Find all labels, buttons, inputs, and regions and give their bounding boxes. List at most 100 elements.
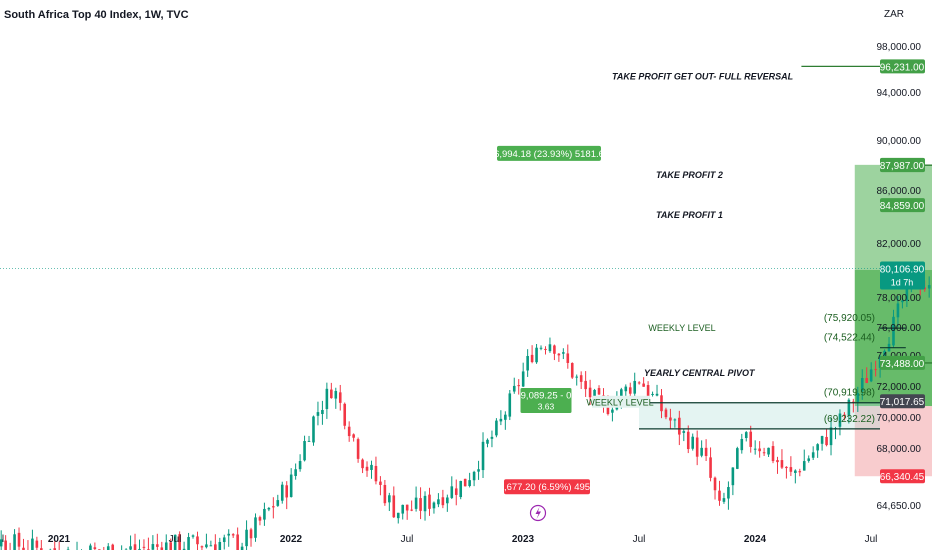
candle-body <box>611 409 614 413</box>
candle-body <box>129 546 132 550</box>
candle-body <box>606 403 610 415</box>
candle-body <box>544 348 547 350</box>
level-tag-1: 96,231.00 <box>880 59 925 74</box>
level-tag-2-text: 87,987.00 <box>880 161 925 172</box>
candle-body <box>138 548 141 550</box>
candle-body <box>13 534 16 550</box>
candle-body <box>182 548 186 550</box>
candle-body <box>173 534 177 550</box>
candle-body <box>575 376 579 378</box>
candle-body <box>330 389 333 399</box>
candle-body <box>722 498 726 502</box>
candle-body <box>624 386 628 392</box>
candle-body <box>869 369 873 382</box>
price-tick-label: 78,000.00 <box>877 293 922 304</box>
candle-body <box>740 438 744 451</box>
candle-body <box>151 544 155 550</box>
candle-body <box>419 498 422 511</box>
candle-body <box>669 417 672 421</box>
level-tag-1-box <box>880 59 925 74</box>
target-label-group: 16,994.18 (23.93%) 5181.67 <box>489 145 609 161</box>
candle-body <box>325 388 329 410</box>
candle-body <box>856 393 860 402</box>
candle-body <box>553 345 556 354</box>
candle-body <box>718 490 721 501</box>
stop-tag-text: 66,340.45 <box>880 472 925 483</box>
stop-tag-box <box>880 469 925 484</box>
time-tick-label: Jul <box>865 534 878 545</box>
candle-body <box>31 538 34 550</box>
candle-body <box>521 371 525 387</box>
candle-body <box>495 420 498 436</box>
candle-body <box>446 497 449 504</box>
candle-body <box>512 385 516 392</box>
center-label-group: 9,089.25 - 03.63 <box>519 387 573 415</box>
candle-body <box>780 460 784 468</box>
time-tick-label: 2023 <box>512 534 535 545</box>
candle-body <box>169 542 173 550</box>
candle-body <box>570 363 574 378</box>
candle-body <box>164 542 168 550</box>
candle-body <box>338 392 342 403</box>
center-label: 9,089.25 - 0 <box>521 391 572 402</box>
candle-body <box>240 546 244 550</box>
candle-body <box>401 504 405 514</box>
candle-body <box>298 461 302 470</box>
candle-body <box>651 393 654 395</box>
target-label-box <box>497 145 601 161</box>
level-tag-3: 84,859.00 <box>880 198 925 213</box>
candle-body <box>686 431 690 450</box>
currency-label[interactable]: ZAR <box>884 9 904 20</box>
candle-body <box>396 512 400 519</box>
candle-body <box>142 546 146 548</box>
candle-body <box>646 385 650 397</box>
candle-body <box>566 353 570 363</box>
candle-body <box>776 460 779 463</box>
candle-body <box>597 388 601 395</box>
weekly-upper-label-1: (75,920.05) <box>824 313 875 324</box>
candle-body <box>816 444 819 451</box>
candle-body <box>539 347 543 349</box>
candle-body <box>704 447 708 457</box>
candle-body <box>798 471 802 473</box>
candle-body <box>334 390 338 399</box>
time-tick-label: Jul <box>169 534 182 545</box>
candle-body <box>428 494 431 509</box>
candle-body <box>392 495 396 518</box>
weekly-lower-label-2: (69,232.22) <box>824 414 875 425</box>
candle-body <box>499 418 503 422</box>
candle-body <box>156 544 159 547</box>
candle-body <box>468 480 471 486</box>
candle-body <box>695 437 699 457</box>
level-label-2: TAKE PROFIT 2 <box>656 170 723 180</box>
center-label-box <box>519 387 573 415</box>
candle-body <box>405 504 409 511</box>
price-tick-label: 70,000.00 <box>877 413 922 424</box>
candle-body <box>17 532 21 547</box>
candle-body <box>749 431 753 447</box>
candle-body <box>820 436 824 444</box>
stop-tag: 66,340.45 <box>880 469 925 484</box>
candle-body <box>214 544 217 550</box>
candle-body <box>637 382 641 384</box>
candle-body <box>860 378 864 392</box>
candle-body <box>245 529 248 547</box>
candle-body <box>370 464 373 470</box>
candle-body <box>642 383 645 387</box>
candle-body <box>414 497 418 509</box>
target-label: 16,994.18 (23.93%) 5181.67 <box>489 149 609 160</box>
candle-body <box>289 474 293 497</box>
weekly-level-label-bg-1 <box>654 321 712 334</box>
candle-body <box>316 412 320 416</box>
candle-body <box>736 448 739 469</box>
candle-body <box>486 439 489 444</box>
candle-body <box>838 413 842 427</box>
candle-body <box>383 484 387 504</box>
candle-body <box>588 387 592 398</box>
price-tick-label: 76,000.00 <box>877 323 922 334</box>
candle-body <box>423 495 427 512</box>
candle-body <box>504 414 507 420</box>
candle-body <box>463 478 467 487</box>
candle-body <box>227 533 231 536</box>
